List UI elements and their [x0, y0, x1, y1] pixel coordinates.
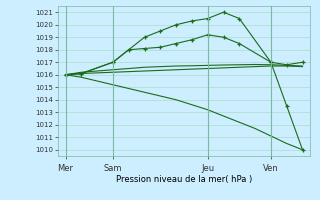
X-axis label: Pression niveau de la mer( hPa ): Pression niveau de la mer( hPa ) [116, 175, 252, 184]
